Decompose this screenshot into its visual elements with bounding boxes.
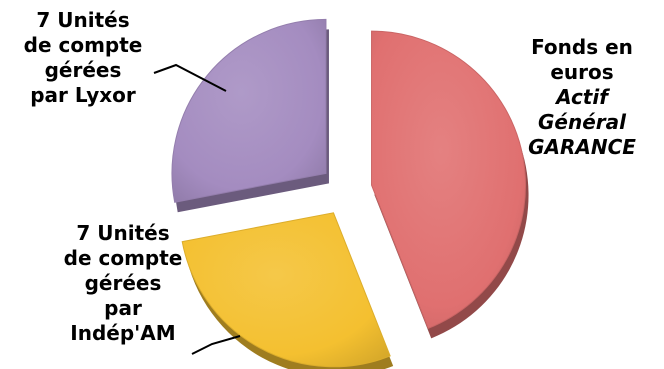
slice-face [171,18,327,203]
label-line: de compte [23,33,143,57]
slice-indep-am [181,212,394,369]
label-line: 7 Unités [36,8,130,32]
slice-label-indep-am: 7 Unités de compte gérées par Indép'AM [38,221,208,346]
slice-label-fonds-euros: Fonds en euros Actif Général GARANCE [500,35,664,160]
label-line: Indép'AM [70,321,176,345]
slice-face [181,212,391,368]
label-line: gérées [44,58,122,82]
label-line-italic: GARANCE [528,135,636,159]
leader-line-lyxor [153,63,227,92]
slice-lyxor [171,18,329,213]
label-line-italic: Actif [556,85,608,109]
slice-fonds-euros [371,30,529,339]
label-line: par Lyxor [30,83,136,107]
label-line: de compte [63,246,183,270]
label-line: euros [550,60,614,84]
slice-face [371,30,527,329]
label-line: 7 Unités [76,221,170,245]
slice-label-lyxor: 7 Unités de compte gérées par Lyxor [0,8,166,108]
label-line-italic: Général [538,110,626,134]
label-line: par [104,296,142,320]
leader-line-indep-am [191,335,241,355]
label-line: gérées [84,271,162,295]
label-line: Fonds en [531,35,633,59]
